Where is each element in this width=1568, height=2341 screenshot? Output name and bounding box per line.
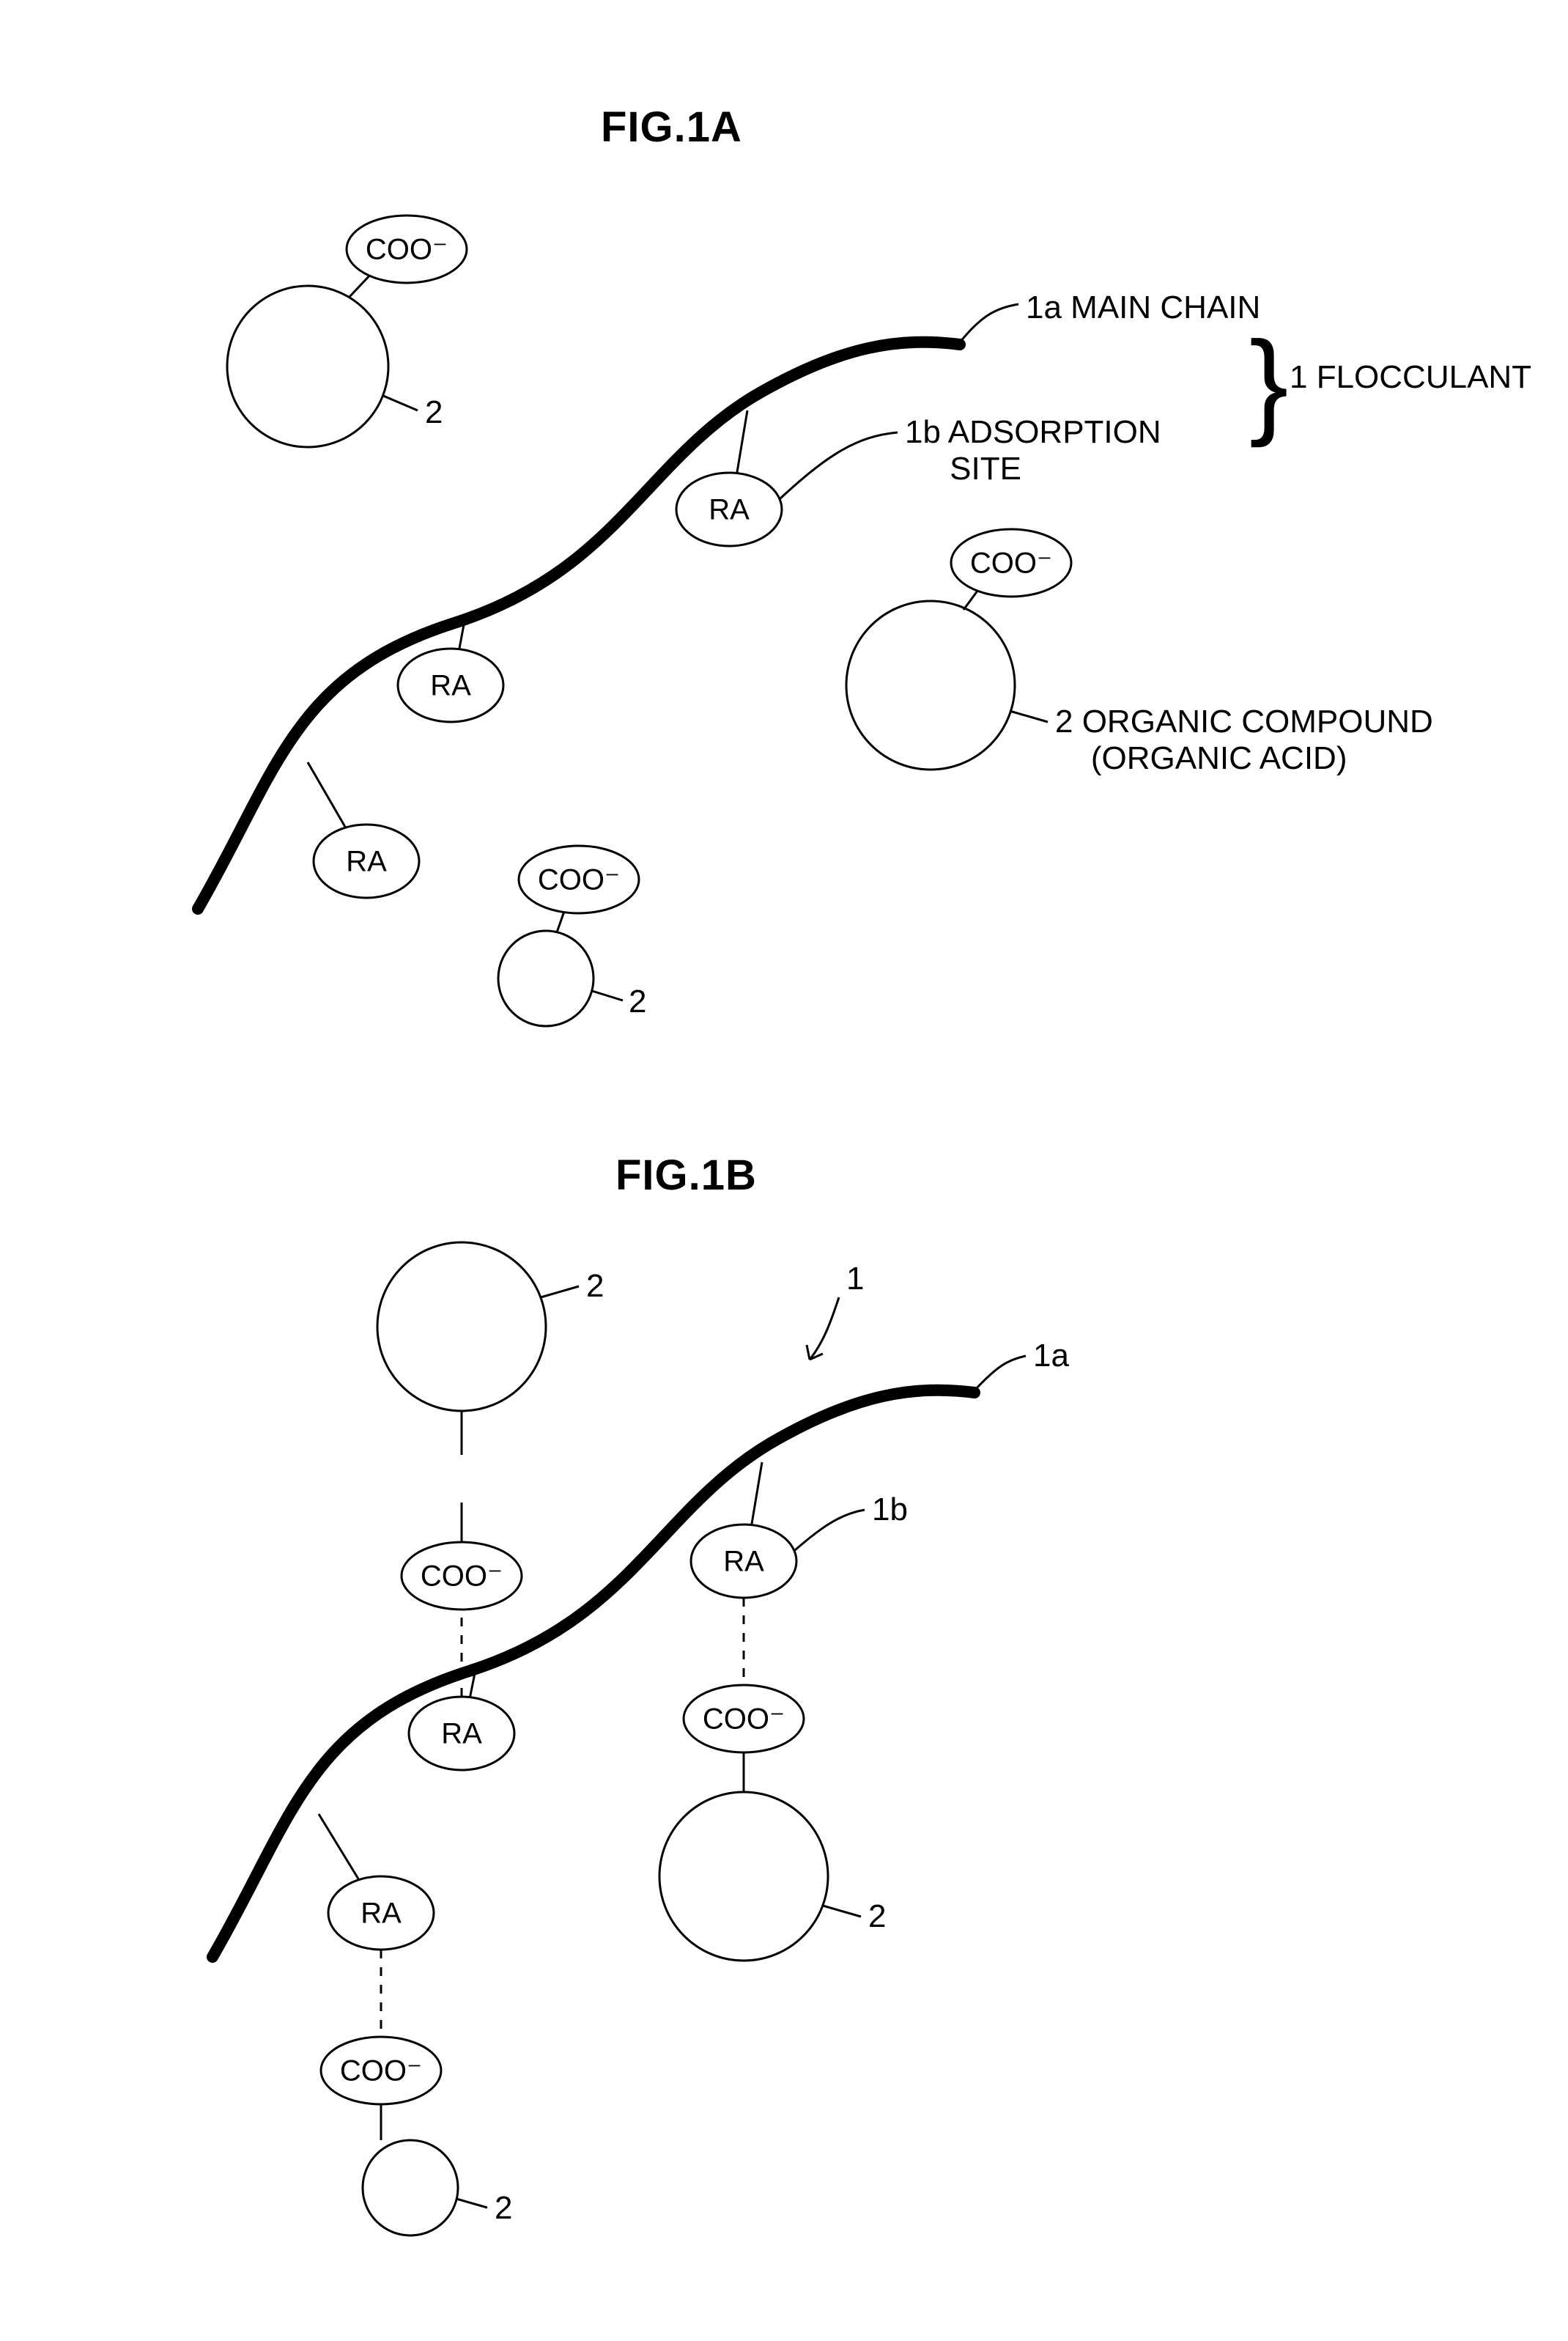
ra-label: RA [441, 1718, 482, 1750]
fig-b-svg: RA COO⁻ RA COO⁻ RA COO⁻ [0, 0, 1568, 2341]
connector [751, 1462, 762, 1528]
leader-line [823, 1906, 861, 1917]
num-2-top: 2 [586, 1268, 604, 1305]
connector [319, 1814, 359, 1880]
ra-label: RA [360, 1898, 402, 1930]
arrow-1 [810, 1297, 839, 1360]
leader-line [975, 1356, 1026, 1390]
page: FIG.1A RA RA RA COO⁻ COO⁻ COO⁻ 1a MAIN C… [0, 0, 1568, 2341]
label-1: 1 [846, 1261, 864, 1297]
num-2-bottom: 2 [495, 2190, 512, 2227]
ra-label: RA [723, 1546, 764, 1578]
label-1b: 1b [872, 1492, 908, 1528]
organic-circle [659, 1792, 828, 1961]
organic-circle-small [363, 2140, 458, 2235]
leader-line [541, 1286, 579, 1297]
organic-circle [377, 1242, 546, 1411]
leader-line [456, 2199, 487, 2208]
main-chain-b [212, 1390, 975, 1957]
label-1a: 1a [1033, 1338, 1069, 1374]
coo-label: COO⁻ [703, 1703, 785, 1736]
num-2-right: 2 [868, 1898, 886, 1935]
coo-label: COO⁻ [340, 2055, 422, 2087]
leader-line [795, 1510, 865, 1550]
coo-label: COO⁻ [421, 1560, 503, 1593]
